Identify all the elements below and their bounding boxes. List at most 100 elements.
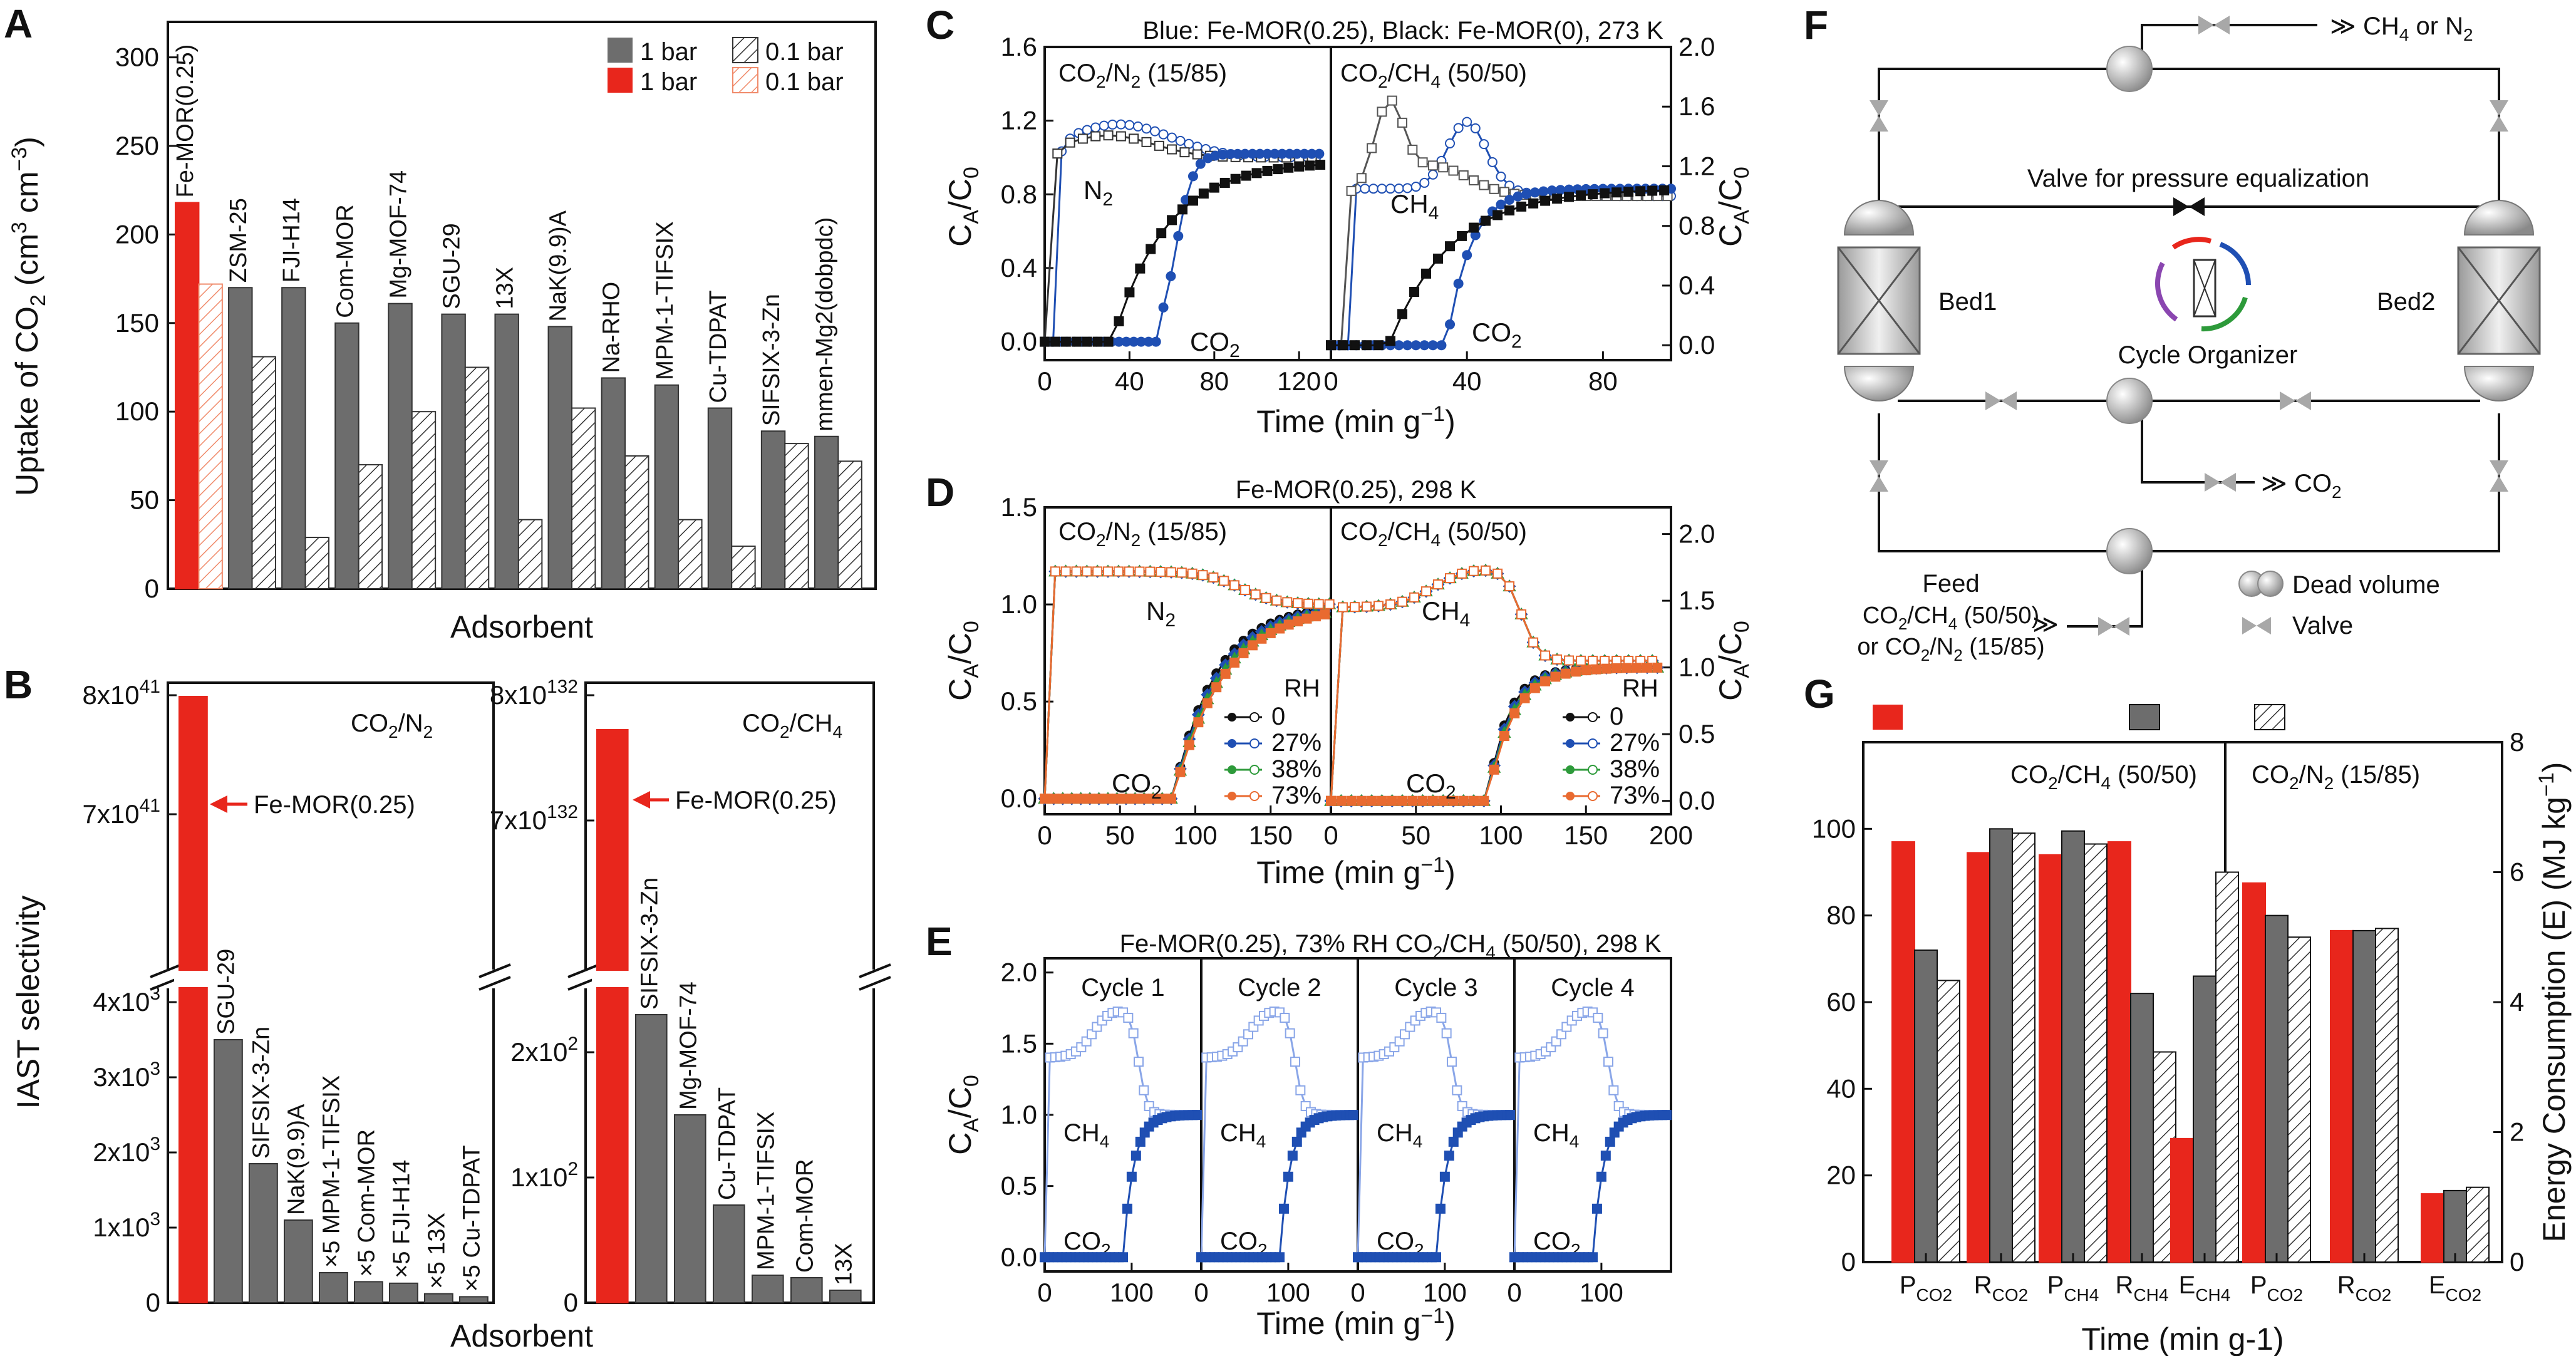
- bar-01bar-MPM-1-TIFSIX: [678, 519, 703, 589]
- ch4-rh3-point: [1445, 573, 1456, 584]
- bar-Fe-MOR(0.25)-R_CO2: [2330, 929, 2354, 1263]
- legend-marker-filled: [1228, 792, 1236, 800]
- panel-label-g: G: [1804, 671, 1835, 717]
- category-label: SIFSIX-3-Zn: [248, 1027, 274, 1159]
- co2-rh3-point: [1211, 682, 1222, 693]
- co2-fe-mor0-r-point: [1647, 185, 1658, 196]
- bar-1bar-Na-RHO: [601, 377, 626, 589]
- xtick-label: 40: [1452, 366, 1482, 396]
- n2-fe-mor0-point: [1052, 148, 1063, 159]
- co2-cycle1-point: [1130, 1151, 1141, 1161]
- legend-swatch-mg-mof: [2254, 704, 2285, 730]
- co2-rh3-point: [1247, 640, 1258, 651]
- arrow-head-left: [210, 795, 227, 813]
- valve-equalization: [2173, 197, 2205, 216]
- ytick-label: 0.5: [1679, 719, 1715, 748]
- bar-Mg-MOF-74-P_CH4: [2084, 843, 2108, 1263]
- ch4-cycle1-point: [1128, 1028, 1139, 1038]
- cycle-column-cross: [2193, 259, 2216, 317]
- co2-fe-mor0-point: [1187, 195, 1198, 206]
- category-label: Mg-MOF-74: [385, 170, 411, 299]
- co2-rh3-point: [1220, 668, 1231, 679]
- ytick-label: 0.0: [1679, 330, 1715, 360]
- ytick-label-left: 60: [1826, 987, 1856, 1017]
- xtick-label: 200: [1649, 820, 1693, 850]
- co2-rh3-point: [1040, 794, 1050, 804]
- ch4-rh3-point: [1516, 609, 1527, 619]
- n2-fe-mor0-point: [1179, 147, 1190, 158]
- co2-cycle1-point: [1122, 1203, 1132, 1214]
- bar-13X-E_CO2: [2443, 1189, 2467, 1263]
- ch4-fe-mor0-point: [1458, 170, 1469, 180]
- bar-01bar-Com-MOR: [358, 464, 383, 589]
- ch4-rh3-point: [1540, 650, 1551, 661]
- category-label: Cu-TDPAT: [705, 290, 732, 403]
- co2-fe-mor0-r-point: [1504, 205, 1515, 215]
- co2r-rh3-point: [1519, 693, 1530, 703]
- panel-g-ylabel-right: Energy Consumption (E) (MJ kg−1): [2535, 762, 2572, 1243]
- co2r-rh3-point: [1346, 795, 1357, 806]
- bar-Mg-MOF-74: [674, 1114, 706, 1303]
- n2-rh3-point: [1092, 566, 1103, 577]
- category-label: 13X: [492, 267, 519, 309]
- panel-d-xlabel: Time (min g−1): [1256, 853, 1455, 890]
- co2r-rh0-line: [1331, 666, 1658, 802]
- category-label: Na-RHO: [599, 282, 625, 373]
- category-label: ZSM-25: [225, 198, 252, 282]
- co2-cycle3-point: [1444, 1151, 1454, 1161]
- bar-13X-R_CO2: [2352, 929, 2376, 1263]
- co2-rh3-point: [1320, 609, 1330, 619]
- category-label: MPM-1-TIFSIX: [652, 221, 678, 380]
- panel-d-frame: [1043, 506, 1672, 815]
- category-label: NaK(9.9)A: [546, 210, 572, 321]
- legend-label-1bar-gray: 1 bar: [640, 38, 697, 66]
- ch4-rh3-point: [1457, 568, 1467, 579]
- ytick-label: 2.0: [1001, 958, 1037, 987]
- ytick-label: 0.0: [1679, 786, 1715, 815]
- legend-marker-filled: [1566, 792, 1575, 800]
- co2-fe-mor0-point: [1230, 173, 1241, 184]
- co2-fe-mor0-point: [1071, 336, 1082, 347]
- category-label: ECH4: [2179, 1271, 2231, 1305]
- co2r-rh3-point: [1387, 795, 1397, 806]
- co2-fe-mor0-point: [1167, 215, 1177, 225]
- ch4-rh3-point: [1576, 655, 1586, 666]
- legend-label: 0: [1610, 703, 1623, 730]
- co2-rh3-point: [1075, 794, 1086, 804]
- panel-d-left-label: CO2/N2 (15/85): [1058, 518, 1227, 550]
- co2r-rh3-point: [1407, 795, 1418, 806]
- cycle-arrow-purple: [2154, 262, 2178, 322]
- n2-fe-mor0-point: [1167, 144, 1177, 155]
- co2-rh3-point: [1238, 648, 1249, 658]
- n2-rh3-point: [1229, 580, 1240, 591]
- legend-label-01bar-red: 0.1 bar: [765, 68, 844, 96]
- co2r-rh3-point: [1458, 795, 1469, 806]
- co2-fe-mor0-r-point: [1576, 190, 1586, 201]
- legend-marker-filled: [1228, 713, 1236, 722]
- bed2-label: Bed2: [2377, 288, 2435, 316]
- co2-rh3-point: [1293, 616, 1303, 627]
- legend-swatch-01bar-red: [732, 67, 758, 93]
- co2-cycle2-point: [1275, 1252, 1285, 1263]
- ytick-label: 1.2: [1001, 106, 1037, 135]
- ch4-fe-mor-point: [1360, 184, 1370, 194]
- valve-top-out: [2198, 16, 2230, 34]
- ch4-cycle3-point: [1441, 1028, 1452, 1038]
- category-label: Com-MOR: [332, 204, 358, 318]
- organizer-label: Cycle Organizer: [2118, 341, 2298, 369]
- bar-Fe-MOR(0.25)-P_CH4: [2039, 854, 2062, 1263]
- panel-label-e: E: [926, 919, 953, 964]
- co2-rh3-point: [1094, 794, 1104, 804]
- co2-cycle3-point: [1505, 1110, 1516, 1121]
- ytick-label-right: 6: [2510, 857, 2524, 887]
- valve-feed: [2098, 617, 2129, 636]
- bar-Mg-MOF-74-R_CO2: [2012, 832, 2035, 1263]
- co2r-rh3-point: [1417, 795, 1428, 806]
- panel-c: C Blue: Fe-MOR(0.25), Black: Fe-MOR(0), …: [926, 3, 1754, 439]
- panel-c-frame: [1043, 46, 1672, 361]
- co2-fe-mor0-point: [1092, 336, 1103, 347]
- bar-01bar-SGU-29: [464, 366, 490, 589]
- bar-break: [592, 971, 631, 987]
- n2-rh3-point: [1324, 599, 1335, 609]
- category-label: MPM-1-TIFSIX: [753, 1112, 780, 1270]
